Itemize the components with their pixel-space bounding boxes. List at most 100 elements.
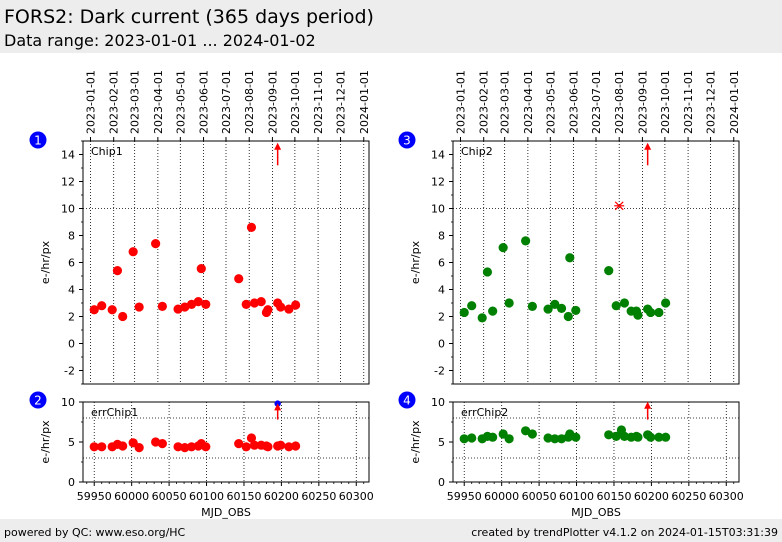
badge-number: 2: [34, 394, 42, 408]
data-point: [89, 305, 99, 315]
data-point: [633, 432, 643, 442]
y-tick-label: 0: [438, 476, 445, 489]
date-tick-label: 2023-11-01: [682, 70, 695, 134]
date-tick-label: 2023-11-01: [312, 70, 325, 134]
y-tick-label: 6: [68, 257, 75, 270]
plot-frame: [82, 401, 370, 483]
date-tick-label: 2023-01-01: [84, 70, 97, 134]
data-point: [241, 442, 251, 452]
data-point: [157, 301, 167, 311]
panel-label: Chip1: [91, 145, 123, 158]
data-point: [180, 443, 190, 453]
data-point: [654, 432, 664, 442]
page-title: FORS2: Dark current (365 days period): [4, 6, 374, 28]
date-tick-label: 2023-03-01: [499, 70, 512, 134]
data-point: [249, 440, 260, 450]
outlier-arrow-head: [644, 142, 652, 150]
data-point: [89, 442, 99, 452]
trend-plots: 2023-01-01 2023-02-01 2023-03-01 2023-04-01…: [29, 70, 744, 519]
y-axis-label: e-/hr/px: [39, 420, 52, 464]
y-tick-label: 10: [431, 396, 445, 409]
header-bar: FORS2: Dark current (365 days period) Da…: [0, 0, 782, 53]
x-tick-label: 60300: [709, 490, 744, 503]
data-point: [234, 439, 244, 449]
date-tick-label: 2023-10-01: [659, 70, 672, 134]
data-point: [193, 297, 203, 307]
data-point: [284, 304, 294, 314]
x-tick-label: 60100: [189, 490, 224, 503]
data-point: [521, 236, 531, 246]
data-point: [459, 434, 469, 444]
x-tick-label: 60200: [634, 490, 669, 503]
x-axis-label: MJD_OBS: [201, 506, 251, 519]
y-tick-label: 4: [438, 284, 445, 297]
data-point: [467, 433, 477, 443]
created-by-text: created by trendPlotter v4.1.2 on 2024-0…: [471, 526, 778, 539]
data-point: [241, 299, 251, 309]
data-point: [97, 442, 107, 452]
date-tick-label: 2023-08-01: [243, 70, 256, 134]
date-tick-label: 2023-02-01: [478, 70, 491, 134]
y-tick-label: 10: [431, 203, 445, 216]
data-point: [543, 304, 553, 314]
data-point: [157, 439, 167, 449]
plot-frame: [452, 140, 740, 385]
badge-number: 4: [403, 394, 411, 408]
data-point: [134, 443, 144, 453]
y-tick-label: 10: [61, 203, 75, 216]
data-point: [661, 432, 671, 442]
badge-circle: [29, 131, 47, 149]
data-point: [186, 442, 197, 452]
data-point: [646, 307, 656, 318]
y-tick-label: 5: [68, 436, 75, 449]
y-axis-label: e-/hr/px: [409, 420, 422, 464]
data-point: [128, 247, 138, 257]
date-tick-label: 2023-04-01: [152, 70, 165, 134]
data-point: [151, 239, 161, 249]
footer-bar: powered by QC: www.eso.org/HC created by…: [0, 519, 782, 542]
data-point: [112, 266, 123, 276]
badge-circle: [398, 131, 416, 149]
x-tick-label: 60150: [596, 490, 631, 503]
y-tick-label: 10: [61, 396, 75, 409]
y-tick-label: 14: [431, 149, 445, 162]
y-tick-label: 12: [431, 176, 445, 189]
data-point: [477, 313, 487, 323]
x-tick-label: 60000: [484, 490, 519, 503]
date-tick-label: 2023-02-01: [108, 70, 121, 134]
y-tick-label: 6: [438, 257, 445, 270]
data-point: [118, 311, 128, 322]
y-tick-label: 4: [68, 284, 75, 297]
date-tick-label: 2024-01-01: [358, 70, 371, 134]
data-point: [246, 433, 257, 443]
y-tick-label: 8: [68, 230, 75, 243]
y-tick-label: 2: [68, 311, 75, 324]
y-tick-label: 5: [438, 436, 445, 449]
data-point: [284, 442, 294, 452]
data-point: [276, 302, 286, 312]
data-point: [196, 263, 206, 274]
data-point: [504, 434, 514, 444]
x-tick-label: 59950: [447, 490, 482, 503]
data-point: [263, 442, 273, 452]
plot-panel-3: 2023-01-01 2023-02-01 2023-03-01 2023-04-01…: [398, 70, 741, 385]
data-point: [256, 297, 266, 307]
data-point: [488, 432, 498, 442]
data-point: [97, 301, 107, 311]
panel-label: Chip2: [461, 145, 493, 158]
data-point: [134, 302, 144, 312]
date-tick-label: 2023-09-01: [266, 70, 279, 134]
x-tick-label: 60250: [671, 490, 706, 503]
plot-frame: [452, 401, 740, 483]
x-tick-label: 60200: [264, 490, 299, 503]
date-tick-label: 2023-12-01: [335, 70, 348, 134]
x-tick-label: 60250: [301, 490, 336, 503]
x-tick-label: 60150: [226, 490, 261, 503]
plot-panel-1: 2023-01-01 2023-02-01 2023-03-01 2023-04-01…: [29, 70, 371, 385]
data-point: [604, 266, 614, 276]
date-tick-label: 2023-05-01: [544, 70, 557, 134]
data-point: [527, 429, 537, 439]
data-point: [571, 305, 581, 316]
data-point: [633, 310, 643, 320]
data-point: [482, 267, 493, 277]
